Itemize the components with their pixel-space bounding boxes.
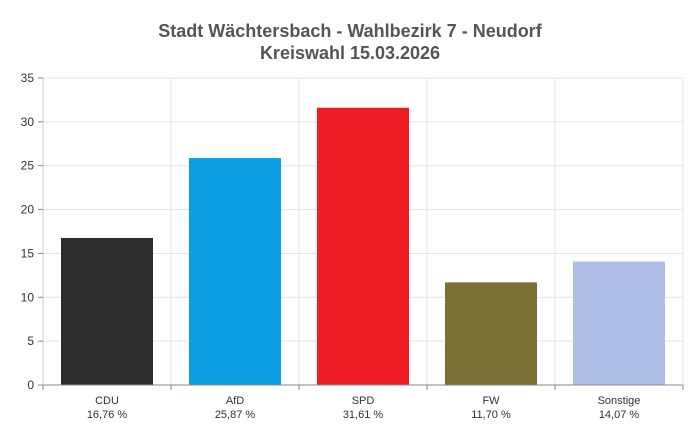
y-tick-label: 15 [21,246,35,260]
x-category-label: SPD [352,395,375,407]
x-category-label: CDU [95,395,119,407]
x-value-label: 16,76 % [87,409,128,421]
x-category-label: AfD [226,395,244,407]
bar-sonstige [573,261,665,385]
bar-afd [189,158,281,385]
y-tick-label: 5 [27,334,34,348]
y-tick-label: 35 [21,71,35,85]
x-value-label: 11,70 % [471,409,511,421]
bar-fw [445,282,537,385]
bars [61,107,665,386]
bar-spd [317,107,409,386]
chart-title: Stadt Wächtersbach - Wahlbezirk 7 - Neud… [158,21,542,41]
y-tick-label: 0 [27,378,34,392]
y-tick-label: 30 [21,115,35,129]
x-category-label: Sonstige [598,395,641,407]
axes [38,77,684,390]
bar-cdu [61,237,153,385]
x-value-label: 31,61 % [343,409,384,421]
x-category-label: FW [482,395,500,407]
chart-title-block: Stadt Wächtersbach - Wahlbezirk 7 - Neud… [0,20,700,64]
y-tick-label: 10 [21,290,35,304]
chart-subtitle: Kreiswahl 15.03.2026 [259,43,441,63]
y-tick-label: 25 [21,159,35,173]
labels: 0 5 10 15 20 25 30 35 CDU 16,76 % AfD 25,87 % SPD 31,… [21,71,641,421]
x-value-label: 25,87 % [215,409,256,421]
y-tick-label: 20 [21,203,35,217]
x-value-label: 14,07 % [599,409,640,421]
